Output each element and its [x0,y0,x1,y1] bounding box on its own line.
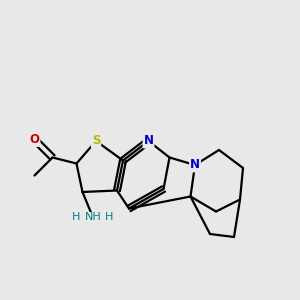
Text: H: H [105,212,114,223]
Text: O: O [29,133,40,146]
Text: N: N [143,134,154,148]
Text: N: N [190,158,200,172]
Text: S: S [92,134,100,148]
Text: NH: NH [85,212,101,223]
Text: H: H [72,212,81,223]
